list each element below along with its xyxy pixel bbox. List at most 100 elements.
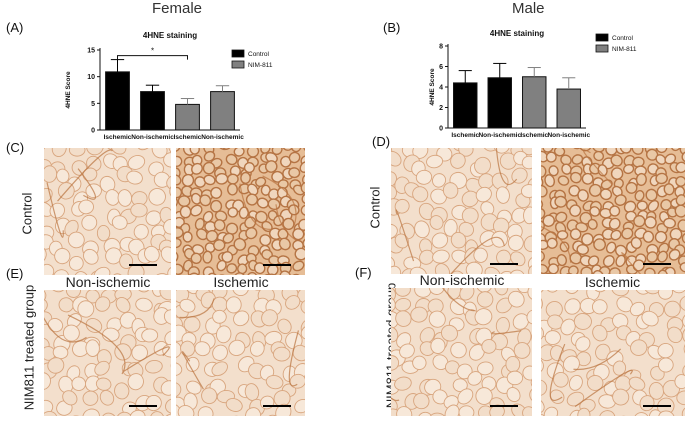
muscle-fiber	[554, 196, 567, 208]
x-tick-label: Non-ischemic	[201, 134, 244, 141]
muscle-fiber	[215, 173, 228, 185]
micrograph-svg	[391, 148, 532, 274]
muscle-fiber	[507, 371, 523, 385]
micrograph-svg	[541, 290, 685, 416]
micrograph-male-nim-non-ischemic	[391, 288, 532, 416]
micrograph-female-nim-non-ischemic	[44, 290, 171, 416]
y-tick-label: 0	[91, 128, 95, 135]
micrograph-male-nim-ischemic	[541, 290, 685, 416]
legend-swatch	[232, 50, 244, 57]
muscle-fiber	[273, 347, 290, 361]
x-tick-label: Ischemic	[174, 134, 202, 141]
x-tick-label: Non-ischemic	[131, 134, 174, 141]
y-tick-label: 4	[439, 85, 443, 92]
muscle-fiber	[545, 330, 561, 344]
y-tick-label: 0	[439, 126, 443, 133]
bar	[176, 104, 200, 130]
y-tick-label: 8	[439, 44, 443, 51]
muscle-fiber	[226, 223, 238, 234]
micrograph-female-control-ischemic	[176, 148, 305, 275]
muscle-fiber	[239, 207, 249, 219]
col-title-female-ischemic: Ischemic	[176, 274, 306, 290]
bar	[106, 72, 130, 130]
micrograph-svg	[176, 290, 305, 416]
muscle-fiber	[211, 200, 222, 212]
muscle-fiber	[637, 201, 647, 210]
legend-swatch	[596, 45, 608, 52]
row-label-control-right: Control	[368, 173, 383, 243]
y-axis-label: 4HNE Score	[429, 68, 436, 106]
y-axis-label: 4HNE Score	[65, 71, 72, 109]
muscle-fiber	[180, 206, 190, 218]
male-header: Male	[512, 0, 545, 17]
bar	[211, 92, 235, 130]
panel-label-d: (D)	[372, 134, 390, 149]
legend-swatch	[596, 34, 608, 41]
col-title-male-non-ischemic: Non-ischemic	[392, 272, 532, 288]
y-tick-label: 2	[439, 105, 443, 112]
micrograph-female-nim-ischemic	[176, 290, 305, 416]
muscle-fiber	[609, 206, 619, 217]
col-title-female-non-ischemic: Non-ischemic	[44, 274, 172, 290]
micrograph-male-control-non-ischemic	[391, 148, 532, 274]
muscle-fiber	[203, 251, 212, 263]
y-tick-label: 5	[91, 101, 95, 108]
muscle-fiber	[574, 313, 592, 330]
x-tick-label: Ischemic	[451, 132, 479, 139]
micrograph-svg	[44, 148, 171, 275]
muscle-fiber	[288, 167, 300, 178]
panel-label-b: (B)	[383, 20, 400, 35]
muscle-fiber	[663, 218, 676, 229]
bar	[557, 89, 580, 128]
muscle-fiber	[213, 239, 225, 251]
female-header: Female	[152, 0, 202, 17]
legend-label: NIM-811	[248, 62, 273, 69]
bar	[523, 77, 546, 128]
chart-title: 4HNE staining	[490, 29, 544, 38]
muscle-fiber	[97, 225, 110, 241]
panel-label-c: (C)	[6, 140, 24, 155]
panel-label-f: (F)	[355, 265, 372, 280]
legend-label: Control	[248, 51, 270, 58]
col-title-male-ischemic: Ischemic	[540, 274, 685, 290]
muscle-fiber	[636, 173, 647, 186]
y-tick-label: 10	[87, 74, 95, 81]
x-tick-label: Ischemic	[520, 132, 548, 139]
muscle-fiber	[634, 216, 645, 227]
micrograph-svg	[391, 288, 532, 416]
muscle-fiber	[626, 182, 638, 194]
row-label-nim-left: NIM811 treated group	[22, 273, 37, 423]
legend-swatch	[232, 61, 244, 68]
muscle-fiber	[141, 328, 158, 342]
micrograph-svg	[541, 148, 685, 274]
muscle-fiber	[643, 231, 654, 243]
significance-marker: *	[151, 47, 154, 56]
muscle-fiber	[102, 328, 119, 342]
legend-label: Control	[612, 35, 634, 42]
micrograph-svg	[176, 148, 305, 275]
muscle-fiber	[506, 356, 520, 372]
bar	[141, 92, 165, 130]
bar	[488, 78, 511, 128]
y-tick-label: 15	[87, 48, 95, 55]
row-label-control-left: Control	[20, 179, 35, 249]
muscle-fiber	[130, 203, 147, 217]
muscle-fiber	[183, 232, 192, 242]
x-tick-label: Non-ischemic	[478, 132, 521, 139]
muscle-fiber	[611, 168, 622, 179]
muscle-fiber	[227, 174, 238, 184]
muscle-fiber	[228, 184, 238, 195]
x-tick-label: Ischemic	[104, 134, 132, 141]
micrograph-female-control-non-ischemic	[44, 148, 171, 275]
legend-label: NIM-811	[612, 46, 637, 53]
panel-label-a: (A)	[6, 20, 23, 35]
micrograph-svg	[44, 290, 171, 416]
muscle-fiber	[592, 300, 607, 314]
x-tick-label: Non-ischemic	[547, 132, 590, 139]
significance-bracket	[118, 56, 188, 60]
chart-title: 4HNE staining	[143, 31, 197, 40]
